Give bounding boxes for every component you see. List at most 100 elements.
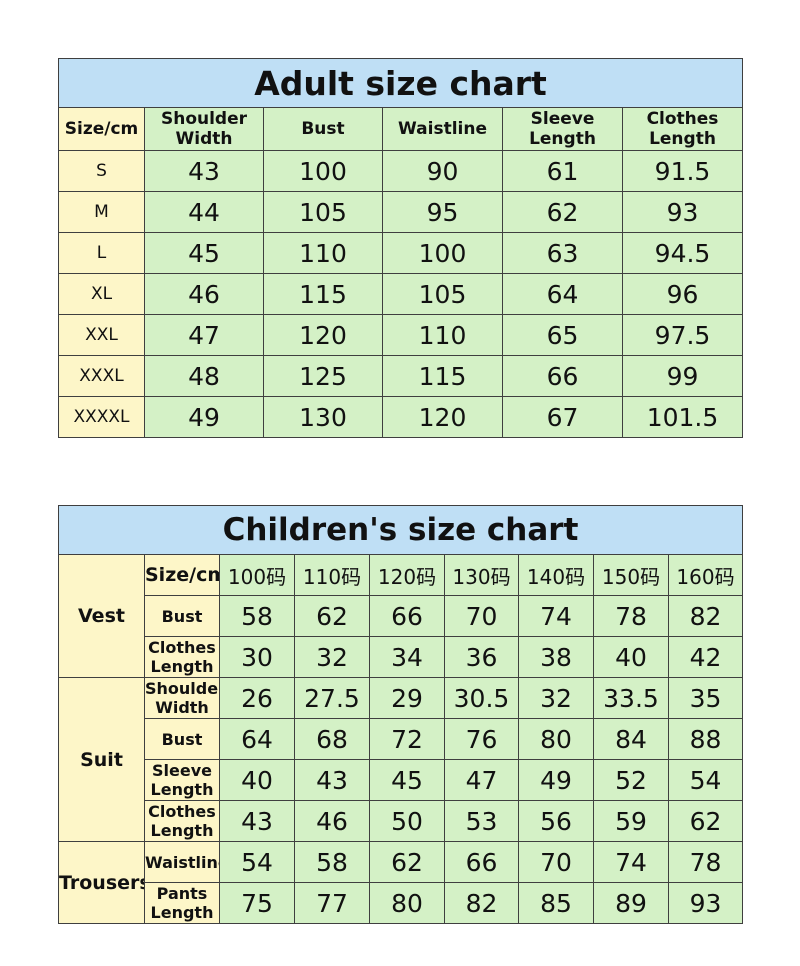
measurement-cell: 115 [263, 273, 383, 315]
measurement-cell: 43 [219, 800, 295, 842]
table-row: TrousersWaistline54586266707478 [58, 841, 744, 924]
measurement-cell: 72 [369, 718, 445, 760]
children-size-header: 110码 [294, 554, 370, 596]
measurement-cell: 46 [294, 800, 370, 842]
garment-group-label: Vest [58, 554, 145, 678]
measurement-cell: 97.5 [621, 314, 744, 356]
measurement-cell: 88 [667, 718, 744, 760]
measurement-cell: 66 [502, 355, 623, 397]
measurement-cell: 43 [294, 759, 370, 801]
measurement-cell: 125 [263, 355, 383, 397]
size-label: XXXL [58, 355, 145, 397]
measurement-cell: 91.5 [621, 150, 744, 192]
measurement-cell: 85 [518, 882, 594, 924]
measurement-cell: 105 [382, 273, 503, 315]
measurement-cell: 54 [667, 759, 744, 801]
measurement-label: Clothes Length [144, 800, 220, 842]
table-row: Pants Length 75 77 80 82 85 89 93 [59, 882, 744, 924]
garment-group-label: Trousers [58, 841, 145, 924]
measurement-cell: 44 [144, 191, 264, 233]
measurement-cell: 58 [219, 595, 295, 637]
measurement-cell: 56 [518, 800, 594, 842]
table-row: Clothes Length 43 46 50 53 56 59 62 [59, 800, 744, 842]
measurement-cell: 95 [382, 191, 503, 233]
measurement-cell: 32 [518, 677, 594, 719]
table-row: XXL 47 120 110 65 97.5 [58, 314, 744, 356]
adult-table-title: Adult size chart [57, 58, 744, 108]
measurement-cell: 46 [144, 273, 264, 315]
measurement-cell: 32 [294, 636, 370, 678]
measurement-label: Shoulder Width [144, 677, 220, 719]
size-label: XXL [58, 314, 145, 356]
measurement-cell: 78 [667, 841, 744, 883]
measurement-cell: 49 [144, 396, 264, 438]
garment-group-label: Suit [58, 677, 145, 842]
measurement-cell: 47 [144, 314, 264, 356]
measurement-cell: 100 [263, 150, 383, 192]
measurement-cell: 53 [444, 800, 519, 842]
measurement-cell: 101.5 [621, 396, 744, 438]
measurement-cell: 115 [382, 355, 503, 397]
children-table-title: Children's size chart [57, 505, 744, 555]
measurement-cell: 30 [219, 636, 295, 678]
measurement-cell: 58 [294, 841, 370, 883]
measurement-cell: 61 [502, 150, 623, 192]
measurement-cell: 40 [593, 636, 669, 678]
table-row: Clothes Length 30 32 34 36 38 40 42 [59, 636, 744, 678]
size-label: M [58, 191, 145, 233]
adult-header-row: Size/cm Shoulder Width Bust Waistline Sl… [58, 107, 744, 151]
measurement-cell: 62 [667, 800, 744, 842]
table-row: XL 46 115 105 64 96 [58, 273, 744, 315]
measurement-cell: 49 [518, 759, 594, 801]
adult-column-header: Waistline [382, 107, 503, 151]
measurement-cell: 70 [444, 595, 519, 637]
measurement-cell: 43 [144, 150, 264, 192]
measurement-cell: 29 [369, 677, 445, 719]
table-row: XXXXL 49 130 120 67 101.5 [58, 396, 744, 438]
children-size-header: 160码 [667, 554, 744, 596]
measurement-cell: 66 [444, 841, 519, 883]
measurement-cell: 120 [263, 314, 383, 356]
measurement-cell: 48 [144, 355, 264, 397]
measurement-cell: 89 [593, 882, 669, 924]
measurement-cell: 30.5 [444, 677, 519, 719]
measurement-cell: 90 [382, 150, 503, 192]
measurement-cell: 50 [369, 800, 445, 842]
measurement-label: Waistline [144, 841, 220, 883]
measurement-cell: 38 [518, 636, 594, 678]
measurement-cell: 105 [263, 191, 383, 233]
measurement-cell: 45 [369, 759, 445, 801]
measurement-label: Bust [144, 718, 220, 760]
measurement-cell: 93 [621, 191, 744, 233]
size-label: S [58, 150, 145, 192]
adult-column-header: Sleeve Length [502, 107, 623, 151]
children-size-header: 100码 [219, 554, 295, 596]
measurement-cell: 59 [593, 800, 669, 842]
measurement-cell: 45 [144, 232, 264, 274]
measurement-cell: 62 [294, 595, 370, 637]
measurement-cell: 26 [219, 677, 295, 719]
children-header-row: Vest Size/cm 100码 110码 120码 130码 140码 150码 160码 [58, 554, 744, 678]
measurement-cell: 80 [369, 882, 445, 924]
table-row: L 45 110 100 63 94.5 [58, 232, 744, 274]
adult-column-header: Shoulder Width [144, 107, 264, 151]
table-row: XXXL 48 125 115 66 99 [58, 355, 744, 397]
measurement-cell: 130 [263, 396, 383, 438]
table-row: Bust 64 68 72 76 80 84 88 [59, 718, 744, 760]
measurement-cell: 82 [444, 882, 519, 924]
measurement-cell: 75 [219, 882, 295, 924]
measurement-cell: 35 [667, 677, 744, 719]
measurement-cell: 27.5 [294, 677, 370, 719]
children-corner-header: Size/cm [144, 554, 220, 596]
measurement-cell: 96 [621, 273, 744, 315]
measurement-cell: 63 [502, 232, 623, 274]
table-row: Bust 58 62 66 70 74 78 82 [59, 595, 744, 637]
measurement-cell: 42 [667, 636, 744, 678]
measurement-cell: 82 [667, 595, 744, 637]
children-size-header: 130码 [444, 554, 519, 596]
measurement-cell: 67 [502, 396, 623, 438]
measurement-label: Clothes Length [144, 636, 220, 678]
measurement-cell: 77 [294, 882, 370, 924]
children-table-body: Vest Size/cm 100码 110码 120码 130码 140码 150码 160码 B… [58, 554, 744, 924]
measurement-cell: 36 [444, 636, 519, 678]
